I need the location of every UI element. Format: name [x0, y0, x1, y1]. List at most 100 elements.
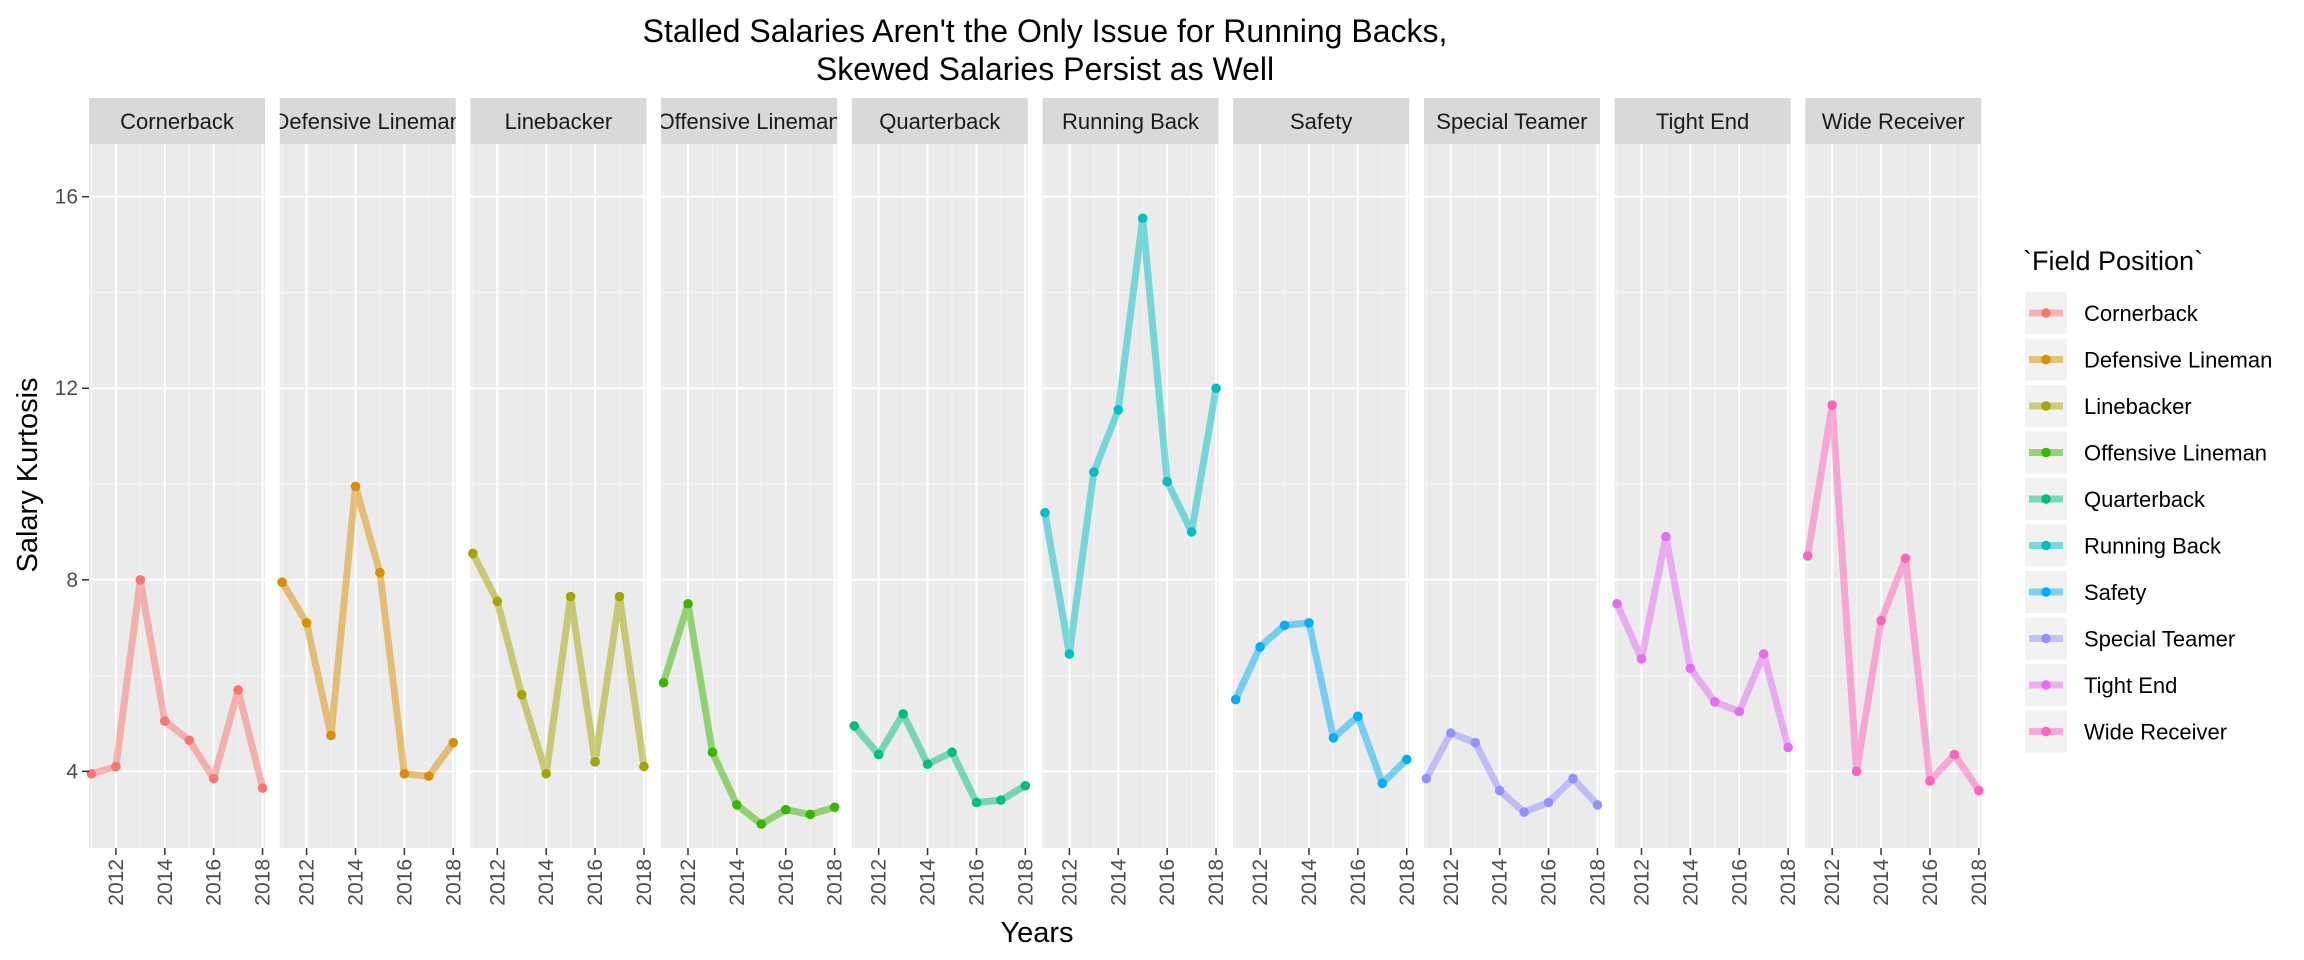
data-point — [184, 735, 195, 746]
data-point — [898, 709, 908, 719]
data-point — [1445, 728, 1456, 738]
legend-label: Running Back — [2084, 534, 2222, 559]
data-point — [614, 591, 625, 602]
data-point — [1304, 618, 1314, 628]
data-point — [1113, 404, 1124, 415]
data-point — [971, 797, 982, 808]
legend-item-defensive-lineman: Defensive Lineman — [2025, 338, 2272, 381]
data-point — [756, 819, 767, 829]
data-point — [873, 749, 884, 760]
x-tick-label: 2018 — [1014, 859, 1037, 906]
legend-key-point — [2041, 680, 2051, 690]
data-point — [1783, 742, 1793, 753]
panel-linebacker: Linebacker 2012 2014 2016 2018 — [468, 98, 656, 906]
panel-background — [1042, 144, 1219, 848]
data-point — [1543, 797, 1554, 808]
legend-label: Quarterback — [2084, 487, 2206, 512]
x-tick-label: 2018 — [1968, 859, 1991, 906]
series-line-safety — [1232, 619, 1411, 787]
legend-item-cornerback: Cornerback — [2025, 292, 2199, 334]
data-point — [424, 771, 434, 781]
legend-label: Tight End — [2084, 673, 2177, 698]
data-point — [1949, 749, 1960, 760]
data-point — [590, 756, 600, 767]
data-point — [1636, 654, 1647, 664]
y-tick-label: 4 — [66, 760, 78, 783]
data-point — [1710, 697, 1720, 707]
data-point — [1211, 383, 1221, 394]
x-tick-label: 2012 — [868, 859, 891, 906]
data-point — [1592, 800, 1603, 810]
data-point — [1064, 649, 1075, 659]
panel-background — [1614, 144, 1791, 848]
data-point — [1661, 531, 1671, 542]
y-tick-label: 12 — [55, 377, 78, 400]
x-tick-label: 2016 — [393, 859, 416, 906]
data-point — [1974, 785, 1984, 796]
x-tick-label: 2014 — [917, 859, 940, 906]
facet-strip-label: Tight End — [1656, 109, 1749, 134]
series-line-cornerback — [87, 576, 267, 792]
x-tick-label: 2012 — [486, 859, 509, 906]
data-point — [301, 618, 312, 628]
facet-strip — [89, 98, 265, 144]
data-point — [565, 591, 576, 602]
data-point — [1328, 733, 1339, 743]
data-point — [1900, 553, 1911, 564]
x-tick-label: 2014 — [344, 859, 367, 906]
data-point — [658, 677, 669, 688]
x-tick-label: 2016 — [1156, 859, 1179, 906]
data-point — [1020, 780, 1031, 791]
data-point — [1377, 778, 1388, 789]
data-point — [135, 575, 146, 585]
x-tick-label: 2012 — [677, 859, 700, 906]
facet-strip-label: Wide Receiver — [1822, 109, 1965, 134]
panel-wide-receiver: Wide Receiver 2012 2014 2016 2018 — [1802, 98, 1991, 906]
panel-special-teamer: Special Teamer 2012 2014 2016 2018 — [1421, 98, 1609, 906]
data-point — [1851, 766, 1862, 777]
panel-quarterback: Quarterback 2012 2014 2016 2018 — [849, 98, 1037, 906]
data-point — [947, 747, 957, 758]
x-axis-title: Years — [1000, 917, 1073, 949]
data-point — [1421, 773, 1432, 784]
panel-background — [470, 144, 647, 848]
data-point — [516, 689, 527, 700]
legend-key-point — [2041, 540, 2051, 551]
legend-item-tight-end: Tight End — [2025, 664, 2177, 706]
legend-label: Linebacker — [2084, 394, 2192, 419]
data-point — [1802, 551, 1813, 561]
legend-label: Cornerback — [2084, 301, 2199, 326]
x-tick-label: 2016 — [1347, 859, 1370, 906]
facet-strip-label: Offensive Lineman — [658, 109, 841, 134]
data-point — [159, 716, 170, 726]
legend-key-point — [2041, 308, 2051, 318]
data-point — [805, 809, 816, 820]
data-point — [1162, 476, 1172, 487]
data-point — [1827, 400, 1837, 410]
panel-cornerback: Cornerback 2012 2014 2016 2018 — [86, 98, 275, 906]
series-line-tight-end — [1613, 533, 1792, 751]
facet-strip — [470, 98, 647, 144]
x-tick-label: 2014 — [1679, 859, 1702, 906]
x-tick-label: 2014 — [1107, 859, 1130, 906]
x-tick-label: 2018 — [1586, 859, 1609, 906]
facet-strip — [279, 98, 456, 144]
data-point — [1230, 694, 1241, 705]
data-point — [257, 783, 268, 793]
facet-strip — [1042, 98, 1219, 144]
panel-safety: Safety 2012 2014 2016 2018 — [1230, 98, 1419, 906]
data-point — [277, 577, 287, 588]
data-point — [1612, 598, 1622, 609]
x-tick-label: 2018 — [824, 859, 847, 906]
series-line-linebacker — [469, 550, 648, 778]
panel-background — [661, 144, 838, 848]
x-tick-label: 2014 — [726, 859, 749, 906]
x-tick-label: 2016 — [775, 859, 798, 906]
x-tick-label: 2012 — [1249, 859, 1272, 906]
x-tick-label: 2012 — [296, 859, 319, 906]
legend-item-running-back: Running Back — [2025, 524, 2222, 567]
x-tick-label: 2012 — [1630, 859, 1653, 906]
x-tick-label: 2012 — [105, 859, 128, 906]
legend-key-point — [2041, 726, 2051, 737]
